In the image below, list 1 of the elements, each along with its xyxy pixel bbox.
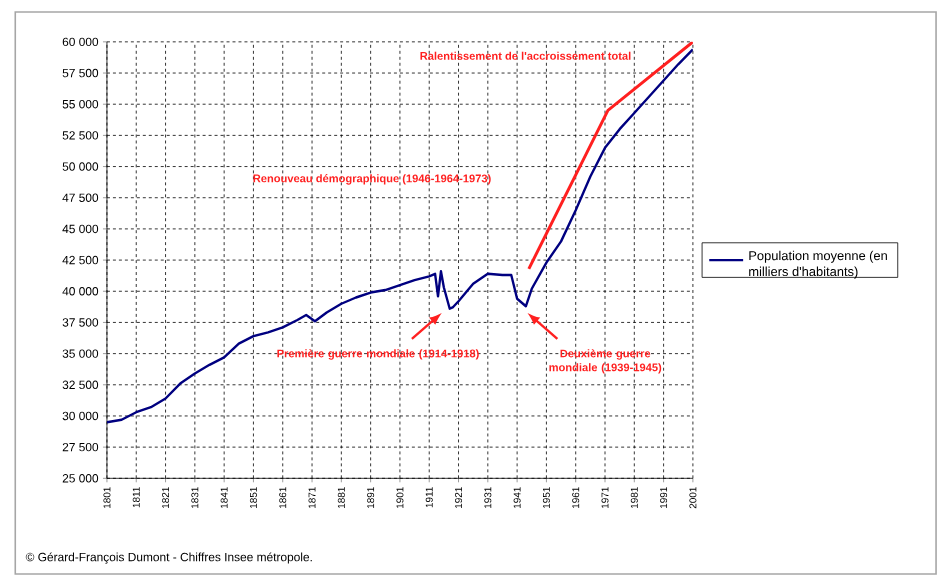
line-series [106, 48, 693, 424]
